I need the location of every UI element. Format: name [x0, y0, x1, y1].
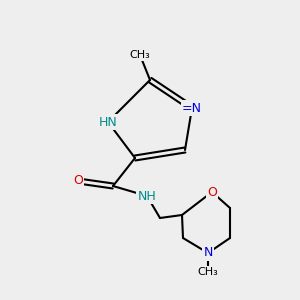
Text: NH: NH — [138, 190, 156, 202]
Text: O: O — [73, 175, 83, 188]
Text: CH₃: CH₃ — [198, 267, 218, 277]
Text: =N: =N — [182, 101, 202, 115]
Text: N: N — [203, 247, 213, 260]
Text: CH₃: CH₃ — [130, 50, 150, 60]
Text: O: O — [207, 185, 217, 199]
Text: HN: HN — [99, 116, 117, 128]
